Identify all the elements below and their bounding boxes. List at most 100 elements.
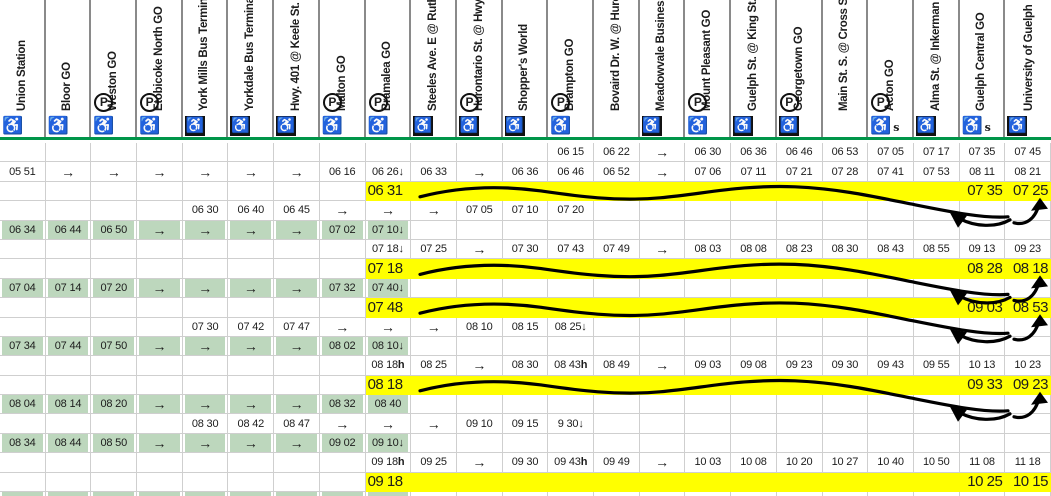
empty-cell [868, 375, 914, 396]
empty-cell [45, 317, 92, 337]
h-flag: h [580, 359, 588, 372]
through-arrow-cell: → [274, 395, 320, 415]
empty-cell [731, 298, 777, 318]
empty-cell [411, 492, 457, 496]
time-cell: 09 23 [1005, 375, 1051, 396]
empty-cell [0, 356, 46, 376]
station-name: Hwy. 401 @ Keele St. [289, 2, 302, 111]
empty-cell [868, 317, 914, 337]
empty-cell [457, 492, 503, 496]
wheelchair-icon: ♿ [184, 116, 205, 136]
empty-cell [456, 298, 503, 318]
time-cell: 08 23 [776, 239, 823, 260]
time-cell: 09 10 [456, 414, 503, 434]
empty-cell [548, 472, 595, 493]
empty-cell [274, 298, 320, 318]
empty-cell [411, 395, 457, 415]
empty-cell [822, 336, 869, 357]
empty-cell [639, 414, 686, 434]
through-arrow-cell: → [411, 201, 457, 221]
empty-cell [228, 453, 275, 473]
time-cell: 07 05 [456, 201, 503, 221]
time-cell: 08 02 [319, 336, 366, 357]
empty-cell [137, 472, 183, 493]
through-arrow-cell: → [274, 162, 320, 182]
parking-icon: P [140, 93, 160, 112]
empty-cell [685, 220, 732, 240]
time-cell: 10 27 [822, 453, 869, 473]
empty-cell [959, 336, 1006, 357]
empty-cell [319, 239, 366, 260]
time-cell: 10 13 [959, 356, 1006, 376]
empty-cell [868, 259, 914, 279]
empty-cell [45, 472, 92, 493]
empty-cell [639, 472, 686, 493]
empty-cell [913, 317, 960, 337]
empty-cell [913, 278, 960, 299]
empty-cell [274, 259, 320, 279]
empty-cell [823, 492, 869, 496]
time-cell: 09 49 [594, 453, 640, 473]
station-column: Etobicoke North GO P ♿ [137, 0, 183, 137]
station-column: Mount Pleasant GO P ♿ [685, 0, 732, 137]
time-cell: 06 45 [274, 201, 320, 221]
time-cell: 11 08 [959, 453, 1006, 473]
s-flag: s [984, 121, 991, 134]
empty-cell [731, 259, 777, 279]
through-arrow-cell: → [137, 162, 183, 182]
time-cell: 07 18↓ [365, 239, 412, 260]
empty-cell [685, 181, 732, 202]
empty-cell [0, 181, 46, 202]
empty-cell [731, 317, 777, 337]
empty-cell [0, 143, 46, 163]
empty-cell [1005, 278, 1051, 299]
station-column: Alma St. @ Inkerman S ♿ [914, 0, 960, 137]
empty-cell [959, 317, 1006, 337]
empty-cell [182, 181, 229, 202]
empty-cell [639, 375, 686, 396]
empty-cell [46, 492, 92, 496]
trip-row: 06 31 07 35 07 25 [0, 181, 1051, 202]
time-cell: 08 15 [502, 317, 549, 337]
empty-cell [640, 492, 686, 496]
empty-cell [594, 395, 640, 415]
station-column: Hwy. 401 @ Keele St. ♿ [274, 0, 320, 137]
empty-cell [959, 395, 1006, 415]
empty-cell [182, 453, 229, 473]
empty-cell [959, 220, 1006, 240]
time-cell: 07 45 [1005, 143, 1051, 163]
time-cell: 07 20 [548, 201, 595, 221]
empty-cell [822, 375, 869, 396]
station-column: Bloor GO ♿ [46, 0, 92, 137]
trip-row: 08 18 09 33 09 23 [0, 375, 1051, 396]
trip-row: 07 18 08 28 08 18 [0, 259, 1051, 279]
empty-cell [731, 414, 777, 434]
empty-cell [228, 239, 275, 260]
empty-cell [228, 375, 275, 396]
empty-cell [868, 395, 914, 415]
h-flag: h [397, 359, 405, 372]
empty-cell [502, 259, 549, 279]
station-column: Meadowvale Business ♿ [640, 0, 686, 137]
empty-cell [502, 433, 549, 454]
wheelchair-icon: ♿ [1007, 116, 1028, 136]
wheelchair-icon: ♿ [2, 116, 24, 135]
station-column: Weston GO P ♿ [91, 0, 138, 137]
empty-cell [0, 492, 46, 496]
empty-cell [182, 259, 229, 279]
empty-cell [45, 259, 92, 279]
empty-cell [1005, 395, 1051, 415]
wheelchair-icon: ♿ [504, 116, 525, 136]
through-arrow-cell: → [639, 356, 686, 376]
time-cell: 07 30 [502, 239, 549, 260]
empty-cell [913, 414, 960, 434]
parking-icon: P [779, 93, 799, 112]
empty-cell [274, 492, 320, 496]
empty-cell [91, 453, 138, 473]
time-cell: 07 35 [959, 143, 1006, 163]
empty-cell [548, 433, 595, 454]
empty-cell [411, 472, 457, 493]
empty-cell [959, 201, 1006, 221]
h-flag: h [397, 456, 405, 469]
empty-cell [502, 220, 549, 240]
